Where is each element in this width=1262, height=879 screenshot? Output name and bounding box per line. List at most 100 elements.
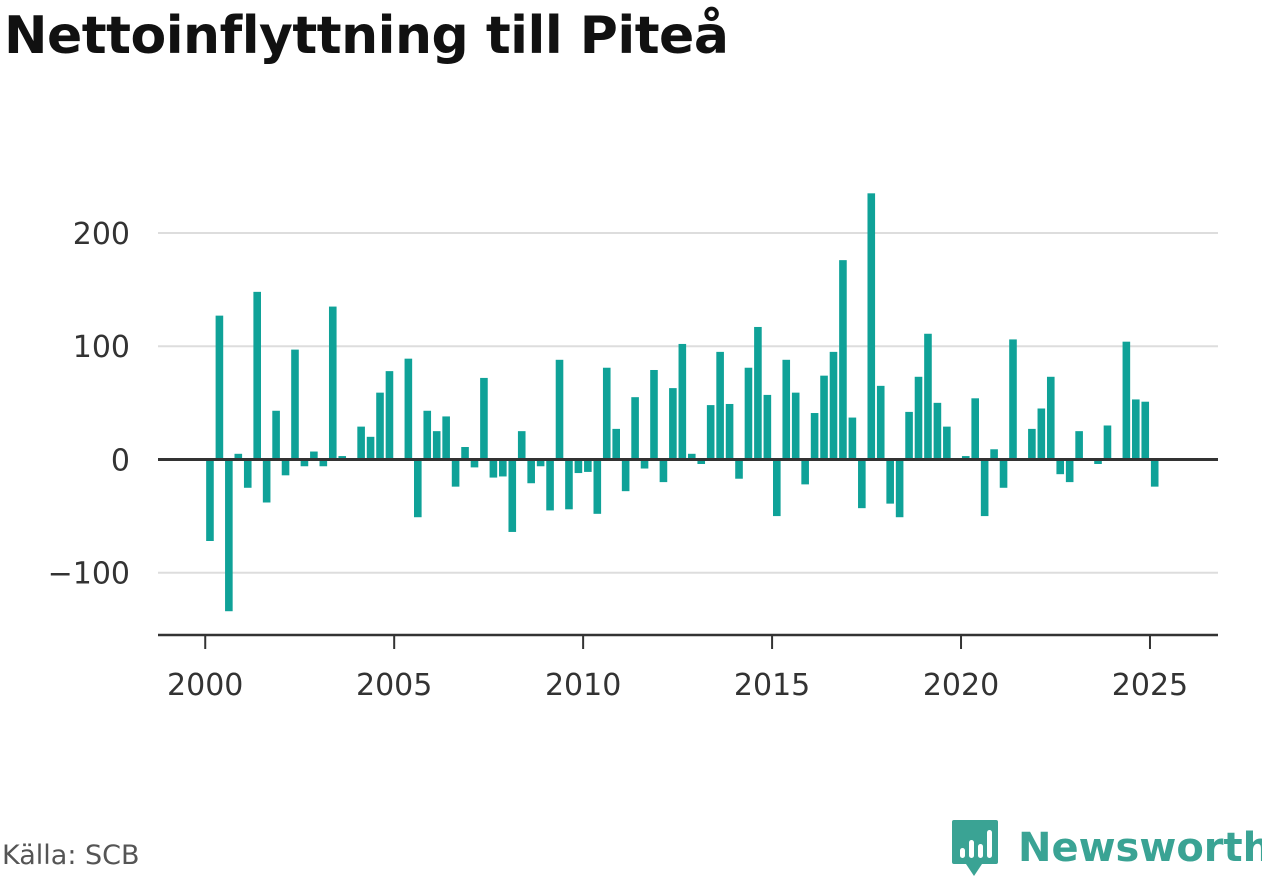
bar	[546, 459, 554, 511]
bar	[858, 459, 866, 509]
x-tick-label: 2020	[923, 668, 999, 703]
bar	[1065, 459, 1074, 483]
bar	[725, 403, 734, 460]
bar	[820, 375, 828, 460]
bar	[1094, 459, 1102, 464]
bar	[584, 459, 592, 472]
y-tick-label: 0	[111, 443, 130, 478]
bar	[1122, 341, 1131, 460]
source-note: Källa: SCB	[2, 840, 140, 871]
bar	[225, 459, 233, 612]
bar	[565, 459, 573, 510]
bar	[1103, 425, 1112, 460]
brand-logo[interactable]: Newsworthy	[950, 818, 1262, 878]
bar	[971, 398, 980, 460]
bar	[687, 453, 696, 460]
newsworthy-chart-logo-icon	[952, 820, 998, 876]
bar	[773, 459, 781, 517]
bar	[810, 413, 819, 460]
bar	[1132, 399, 1140, 460]
x-tick-label: 2010	[545, 668, 621, 703]
bar	[621, 459, 630, 492]
bar	[272, 410, 280, 460]
bar	[385, 371, 394, 460]
bar	[640, 459, 649, 469]
x-tick-label: 2015	[734, 668, 810, 703]
y-tick-labels: −100 0 100 200	[48, 217, 130, 592]
bar	[527, 459, 535, 484]
bar	[678, 343, 687, 460]
bar	[659, 459, 668, 483]
bar	[262, 459, 271, 503]
bar	[489, 459, 498, 478]
bar	[1075, 431, 1083, 460]
x-tick-label: 2000	[167, 668, 243, 703]
bar	[574, 459, 583, 474]
bar	[357, 426, 365, 460]
bar	[281, 459, 290, 476]
bar	[432, 431, 441, 460]
x-tick-labels: 2000 2005 2010 2015 2020 2025	[167, 668, 1188, 703]
bar	[338, 456, 347, 460]
bar	[801, 459, 809, 485]
bar	[253, 291, 261, 460]
y-tick-label: 100	[73, 330, 130, 365]
bar	[914, 376, 923, 460]
bar	[961, 456, 970, 460]
bar	[442, 416, 450, 460]
bar	[451, 459, 460, 487]
bar	[706, 405, 715, 460]
bar	[990, 449, 998, 460]
bar	[215, 315, 224, 460]
bar	[243, 459, 252, 488]
bar	[376, 392, 384, 460]
bar	[300, 459, 309, 467]
bar	[669, 388, 677, 460]
bar	[744, 367, 753, 460]
bar	[924, 333, 932, 460]
x-tick-label: 2025	[1112, 668, 1188, 703]
bar	[470, 459, 479, 468]
bar	[716, 351, 724, 460]
y-tick-label: 200	[73, 217, 130, 252]
bar	[782, 359, 791, 460]
bar	[650, 369, 658, 460]
bar	[1046, 376, 1055, 460]
bar-series	[206, 193, 1159, 612]
bar	[461, 447, 469, 460]
bar	[1150, 459, 1159, 487]
bar	[791, 392, 800, 460]
bar	[933, 402, 942, 460]
bar	[735, 459, 743, 479]
brand-name: Newsworthy	[1018, 825, 1262, 871]
bar	[1009, 339, 1017, 460]
chart-title: Nettoinflyttning till Piteå	[4, 6, 729, 66]
bar	[999, 459, 1008, 488]
bar	[1141, 401, 1150, 460]
bar	[876, 385, 885, 460]
bar	[234, 453, 243, 460]
axes	[158, 457, 1218, 649]
bar	[1056, 459, 1065, 475]
bar	[480, 377, 488, 460]
bar	[517, 431, 526, 460]
bar	[905, 411, 913, 460]
bar	[328, 306, 337, 460]
bar	[423, 410, 432, 460]
bar	[319, 459, 328, 467]
bar	[536, 459, 545, 467]
bar	[697, 459, 706, 464]
bar	[366, 436, 375, 460]
bar	[206, 459, 214, 542]
bar	[1037, 408, 1046, 460]
bar	[1028, 428, 1036, 460]
bar	[829, 351, 838, 460]
bar	[867, 193, 876, 460]
gridlines	[158, 231, 1218, 574]
bar	[291, 349, 299, 460]
bar	[593, 459, 602, 514]
bar	[848, 417, 857, 460]
bar	[895, 459, 904, 518]
bar	[414, 459, 422, 518]
